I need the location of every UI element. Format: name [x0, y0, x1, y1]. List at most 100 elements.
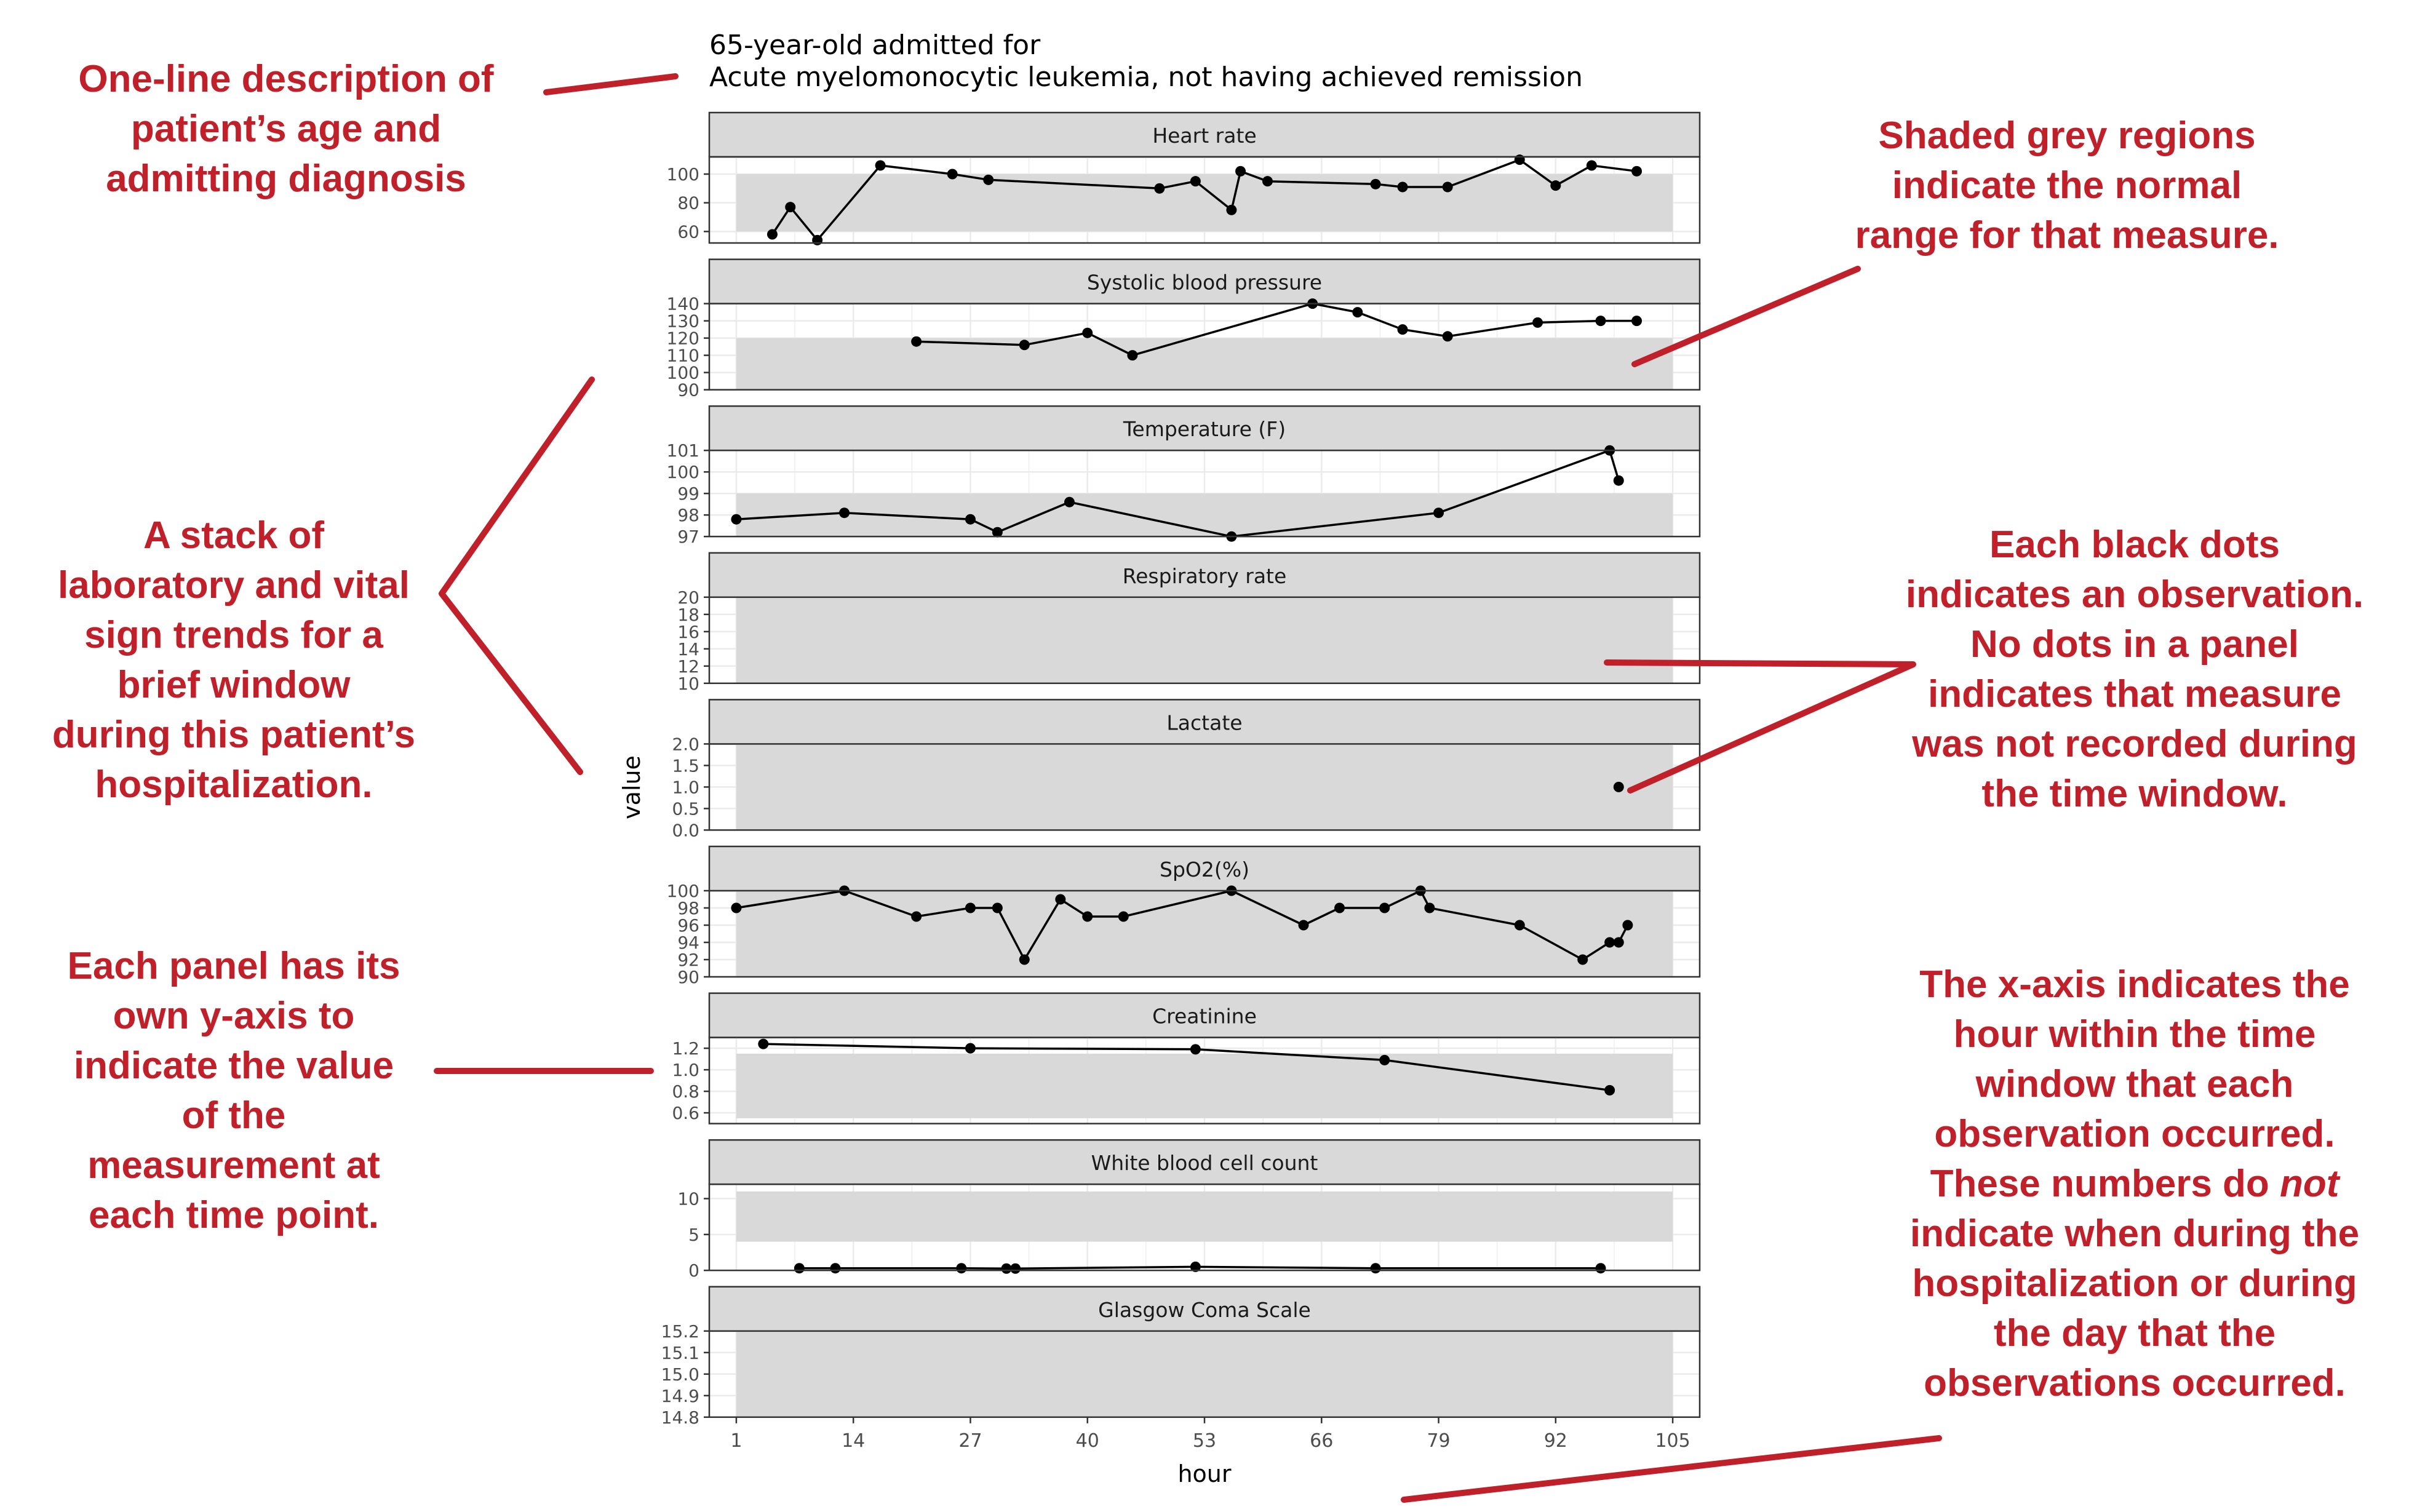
panel-title: Heart rate: [1152, 124, 1256, 148]
panel-strip: [708, 699, 1701, 745]
annotation-line: One-line description of: [78, 58, 494, 100]
annotation-line: patient’s age and: [130, 108, 442, 150]
normal-range: [736, 891, 1673, 977]
pointer-xaxis: [1401, 1435, 1942, 1503]
y-tick-label: 60: [677, 221, 699, 242]
data-point: [1370, 178, 1381, 189]
y-tick-label: 80: [677, 193, 699, 213]
panel-border: [708, 1183, 1701, 1271]
y-tick-label: 1.2: [672, 1038, 699, 1059]
data-point: [1424, 902, 1435, 913]
annotation-line: the time window.: [1981, 773, 2288, 815]
data-point: [1433, 507, 1444, 519]
y-tick-label: 100: [667, 462, 699, 482]
panel-strip: [708, 258, 1701, 304]
y-tick-label: 0.0: [672, 820, 699, 840]
series-line: [771, 158, 1637, 242]
y-tick-label: 12: [677, 656, 699, 677]
annotation-line: indicate the normal: [1892, 164, 2242, 207]
normal-range: [736, 174, 1673, 232]
data-point: [1001, 1263, 1012, 1274]
data-point: [965, 514, 976, 525]
y-tick-label: 20: [677, 587, 699, 608]
data-point: [1604, 1084, 1615, 1096]
y-tick-label: 2.0: [672, 734, 699, 754]
x-tick-label: 53: [1193, 1430, 1216, 1452]
data-point: [947, 169, 958, 180]
y-tick-label: 90: [677, 967, 699, 987]
data-point: [1379, 1054, 1390, 1065]
annotation-line: was not recorded during: [1912, 723, 2357, 765]
annotation-line: observations occurred.: [1924, 1362, 2346, 1404]
y-tick-label: 130: [667, 311, 699, 332]
y-tick-label: 10: [677, 1189, 699, 1209]
annotation-stack: A stack of laboratory and vital sign trend…: [12, 511, 455, 810]
y-tick-label: 14: [677, 639, 699, 659]
x-tick-label: 79: [1427, 1430, 1450, 1452]
data-point: [1595, 316, 1606, 327]
data-point: [1613, 781, 1624, 792]
data-point: [1586, 160, 1597, 171]
panel-creatinine: Creatinine 0.60.81.01.2: [672, 992, 1701, 1124]
pointer-description: [543, 73, 679, 95]
annotation-line: sign trends for a: [84, 614, 383, 656]
panel-title: Respiratory rate: [1123, 564, 1287, 588]
y-tick-label: 16: [677, 622, 699, 642]
data-point: [1442, 331, 1453, 342]
y-tick-label: 120: [667, 328, 699, 349]
annotation-line: brief window: [117, 664, 351, 706]
data-point: [1226, 204, 1237, 215]
panel-white-blood-cell-count: White blood cell count 0 5 10: [677, 1139, 1701, 1281]
annotation-line: indicates an observation.: [1905, 573, 2364, 616]
y-tick-label: 0.8: [672, 1081, 699, 1102]
annotation-line: observation occurred.: [1934, 1113, 2335, 1155]
panel-glasgow-coma-scale: Glasgow Coma Scale 14.814.915.015.115.2: [661, 1286, 1701, 1428]
data-point: [1127, 350, 1138, 361]
y-tick-label: 92: [677, 950, 699, 970]
y-tick-label: 15.2: [661, 1321, 699, 1342]
data-point: [1019, 340, 1030, 351]
y-tick-label: 0: [688, 1260, 699, 1281]
panel-strip: [708, 992, 1701, 1038]
y-tick-label: 96: [677, 915, 699, 936]
data-point: [1604, 937, 1615, 948]
data-point: [1352, 307, 1363, 318]
panel-strip: [708, 405, 1701, 452]
data-point: [956, 1263, 967, 1274]
annotation-line: A stack of: [143, 514, 324, 557]
y-tick-label: 14.8: [661, 1407, 699, 1428]
data-point: [1334, 902, 1345, 913]
panel-title: Glasgow Coma Scale: [1098, 1298, 1311, 1322]
normal-range: [736, 338, 1673, 390]
data-point: [1397, 181, 1408, 193]
annotation-line: indicates that measure: [1928, 673, 2341, 715]
data-point: [965, 1043, 976, 1054]
annotation-yaxis: Each panel has its own y-axis to indicate …: [12, 941, 455, 1240]
pointer-shaded: [1631, 266, 1861, 367]
data-point: [1055, 894, 1066, 905]
y-tick-label: 99: [677, 483, 699, 504]
y-tick-label: 110: [667, 346, 699, 366]
panel-strip: [708, 1286, 1701, 1332]
data-point: [731, 514, 742, 525]
data-point: [1631, 316, 1642, 327]
panel-strip: [708, 1139, 1701, 1185]
annotation-line: hour within the time: [1953, 1013, 2316, 1056]
y-tick-label: 0.5: [672, 798, 699, 819]
annotation-line: measurement at: [87, 1144, 380, 1187]
panel-title: Lactate: [1166, 710, 1242, 734]
data-point: [1631, 165, 1642, 177]
annotation-xaxis: The x-axis indicates the hour within the …: [1864, 960, 2405, 1408]
y-axis-title: value: [618, 755, 645, 819]
y-tick-label: 98: [677, 505, 699, 525]
data-point: [1577, 954, 1588, 965]
data-point: [812, 234, 823, 245]
y-tick-label: 101: [667, 440, 699, 461]
annotation-line: The x-axis indicates the: [1919, 963, 2350, 1006]
annotation-line: Shaded grey regions: [1878, 114, 2256, 157]
x-tick-label: 66: [1310, 1430, 1333, 1452]
annotation-line: own y-axis to: [113, 995, 355, 1037]
